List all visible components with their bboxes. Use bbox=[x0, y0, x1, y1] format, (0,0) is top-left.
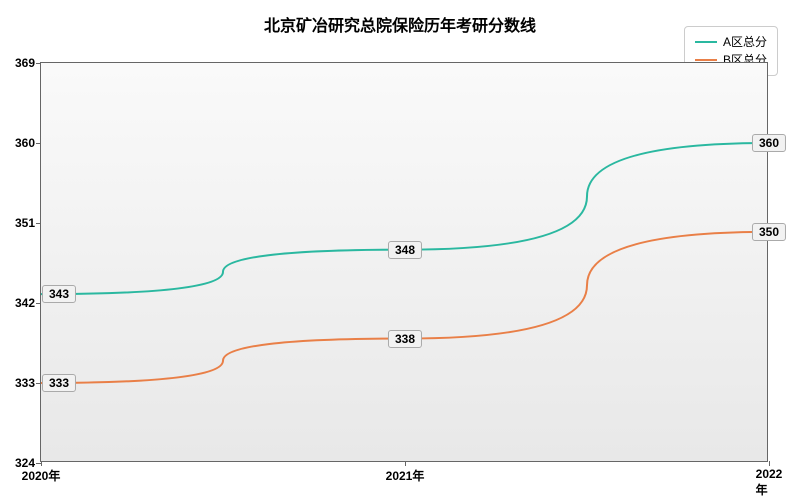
y-tick-label: 351 bbox=[15, 216, 41, 230]
legend-swatch-a bbox=[695, 41, 717, 43]
data-label: 343 bbox=[42, 285, 76, 303]
data-label: 350 bbox=[752, 223, 786, 241]
series-line-0 bbox=[41, 143, 769, 294]
y-tick-label: 369 bbox=[15, 56, 41, 70]
x-tick-label: 2021年 bbox=[386, 461, 425, 484]
y-tick-label: 342 bbox=[15, 296, 41, 310]
data-label: 360 bbox=[752, 134, 786, 152]
data-label: 348 bbox=[388, 241, 422, 259]
x-tick-label: 2022年 bbox=[756, 461, 783, 498]
chart-title: 北京矿冶研究总院保险历年考研分数线 bbox=[264, 12, 536, 36]
legend-label-a: A区总分 bbox=[723, 33, 767, 51]
plot-area: 3243333423513603692020年2021年2022年3433483… bbox=[40, 62, 768, 462]
chart-container: 北京矿冶研究总院保险历年考研分数线 A区总分 B区总分 324333342351… bbox=[0, 0, 800, 500]
data-label: 338 bbox=[388, 330, 422, 348]
data-label: 333 bbox=[42, 374, 76, 392]
lines-svg bbox=[41, 63, 769, 463]
y-tick-label: 333 bbox=[15, 376, 41, 390]
y-tick-label: 360 bbox=[15, 136, 41, 150]
x-tick-label: 2020年 bbox=[22, 461, 61, 484]
legend-swatch-b bbox=[695, 59, 717, 61]
legend-item-a: A区总分 bbox=[695, 33, 767, 51]
